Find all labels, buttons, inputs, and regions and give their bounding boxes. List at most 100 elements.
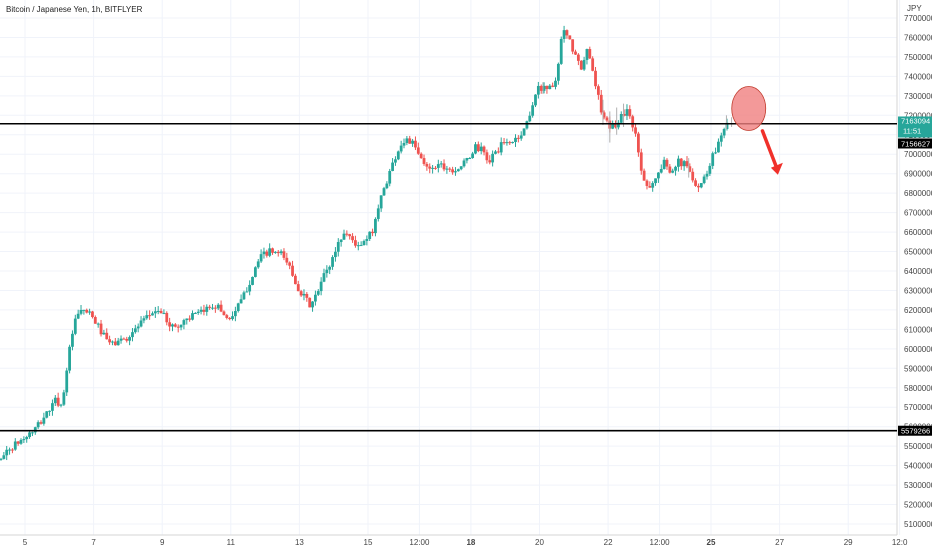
candle-body: [445, 168, 449, 170]
candle-body: [602, 112, 606, 118]
candle-body: [476, 144, 480, 152]
candle-body: [668, 166, 672, 173]
candle-body: [665, 159, 669, 167]
candle-body: [574, 51, 577, 55]
candle-body: [502, 142, 506, 144]
time-tick-labels: 5 7 9 11 13 15 12:00 18 20 22 12:00 25 27 29 12:0: [23, 538, 908, 547]
candle-body: [439, 163, 443, 165]
candle-body: [571, 39, 575, 52]
candle-body: [236, 303, 240, 312]
candle-body: [336, 242, 340, 252]
candle-body: [162, 312, 166, 314]
candle-body: [153, 311, 157, 314]
level-line-tag-value: 7156627: [901, 139, 930, 148]
candle-body: [111, 341, 114, 343]
candle-body: [128, 337, 132, 341]
candle-body: [362, 240, 366, 246]
candle-body: [685, 161, 689, 167]
candle-body: [582, 59, 586, 70]
candle-body: [568, 35, 572, 40]
candle-body: [591, 58, 595, 71]
candle-body: [442, 163, 446, 170]
candle-body: [508, 142, 512, 144]
candle-body: [645, 180, 649, 186]
candle-body: [182, 320, 186, 325]
candle-body: [142, 318, 146, 321]
candle-body: [239, 299, 243, 304]
price-tick-label: 7600000: [904, 33, 932, 42]
candle-body: [348, 234, 352, 237]
candle-body: [213, 307, 217, 309]
candle-body: [579, 60, 583, 70]
candle-body: [319, 281, 323, 292]
candle-body: [462, 160, 466, 167]
price-tick-labels: 5100000520000053000005400000550000056000…: [904, 14, 932, 529]
candle-body: [16, 441, 20, 444]
candle-body: [399, 145, 403, 152]
time-tick-label: 11: [227, 538, 236, 547]
annotation-layer: [731, 86, 783, 175]
price-tick-label: 5500000: [904, 442, 932, 451]
price-tick-label: 7200000: [904, 111, 932, 120]
level-line-tag: 7156627: [898, 138, 932, 149]
candle-body: [394, 159, 397, 163]
candle-body: [628, 109, 632, 117]
candle-body: [339, 239, 343, 243]
candle-body: [136, 326, 140, 329]
candle-body: [5, 449, 9, 456]
candle-body: [314, 294, 317, 302]
candle-body: [551, 85, 555, 87]
price-tick-label: 5300000: [904, 481, 932, 490]
candle-body: [39, 422, 43, 424]
candle-body: [28, 432, 31, 438]
candle-body: [116, 340, 120, 346]
price-tick-label: 5800000: [904, 384, 932, 393]
time-tick-label: 25: [707, 538, 716, 547]
candle-body: [282, 251, 286, 258]
candle-body: [456, 169, 460, 172]
candle-body: [225, 315, 229, 318]
level-line-tag-value: 5579266: [901, 427, 930, 436]
candle-body: [293, 275, 297, 285]
candle-body: [342, 233, 346, 240]
candle-body: [45, 411, 49, 418]
candle-body: [13, 441, 17, 450]
candle-body: [311, 301, 314, 308]
price-tick-label: 6700000: [904, 209, 932, 218]
candle-body: [245, 291, 249, 293]
candle-body: [351, 236, 354, 241]
candle-body: [96, 323, 100, 325]
level-line-tag-bg: [898, 138, 932, 149]
time-tick-label: 7: [91, 538, 96, 547]
candle-body: [528, 115, 532, 122]
candle-body: [474, 144, 477, 154]
candle-body: [562, 30, 566, 39]
candle-body: [542, 85, 546, 91]
candle-body: [248, 284, 252, 292]
candle-body: [25, 437, 29, 440]
candle-body: [657, 172, 660, 179]
candle-body: [288, 262, 292, 266]
candle-body: [99, 323, 103, 335]
candle-body: [659, 169, 663, 173]
candle-body: [368, 231, 372, 239]
candle-body: [711, 153, 715, 166]
candle-body: [85, 309, 89, 313]
candle-body: [188, 318, 192, 320]
candle-body: [48, 410, 51, 412]
candle-body: [468, 157, 472, 159]
candle-body: [636, 133, 640, 153]
candle-body: [119, 338, 123, 341]
candle-body: [171, 324, 174, 327]
candle-body: [599, 94, 603, 113]
candle-body: [419, 153, 423, 159]
candle-body: [576, 54, 580, 61]
candle-body: [402, 142, 406, 146]
candle-body: [614, 123, 617, 128]
candle-body: [631, 116, 635, 128]
candle-body: [113, 341, 117, 346]
candle-body: [714, 152, 717, 154]
candle-body: [228, 317, 232, 320]
